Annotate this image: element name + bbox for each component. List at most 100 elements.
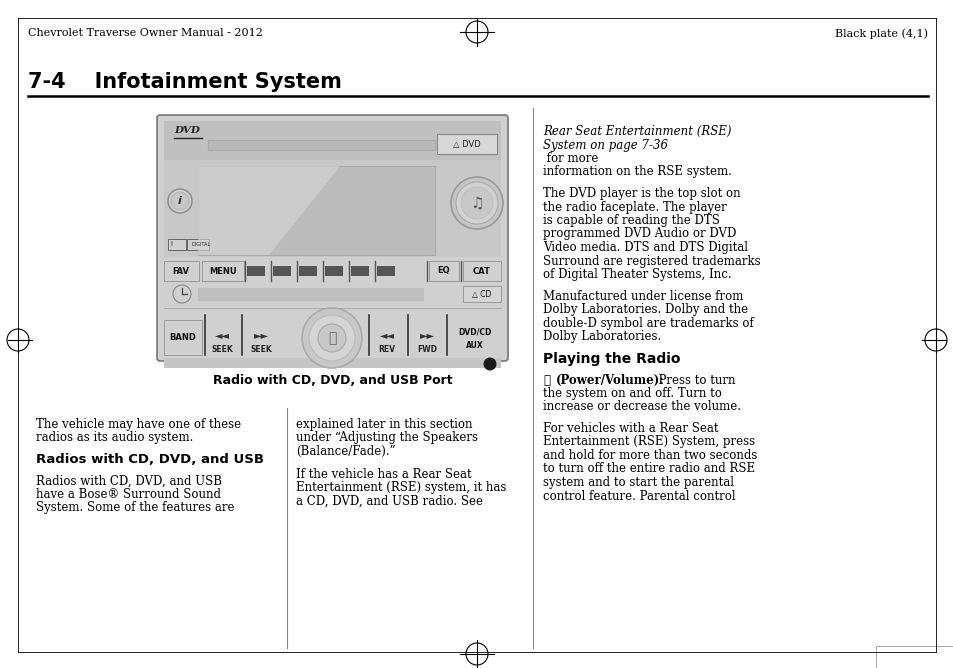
Text: Rear Seat Entertainment (RSE): Rear Seat Entertainment (RSE) [542,125,731,138]
Circle shape [171,192,189,210]
Text: have a Bose® Surround Sound: have a Bose® Surround Sound [36,488,221,501]
Bar [164,261,500,281]
Text: 7-4    Infotainment System: 7-4 Infotainment System [28,72,341,92]
Text: is capable of reading the DTS: is capable of reading the DTS [542,214,720,227]
Circle shape [168,189,192,213]
Text: DVD/CD: DVD/CD [457,327,491,337]
Circle shape [302,308,361,368]
Text: Press to turn: Press to turn [650,373,735,387]
Bar [351,266,369,276]
Bar [202,261,244,281]
Bar [875,646,953,668]
Text: (Balance/Fade).”: (Balance/Fade).” [295,445,395,458]
Text: Black plate (4,1): Black plate (4,1) [834,28,927,39]
Bar [164,160,500,257]
Bar [164,261,199,281]
Bar [198,288,422,300]
Text: under “Adjusting the Speakers: under “Adjusting the Speakers [295,432,477,444]
Text: AUX: AUX [466,341,483,351]
Text: to turn off the entire radio and RSE: to turn off the entire radio and RSE [542,462,755,476]
Text: If the vehicle has a Rear Seat: If the vehicle has a Rear Seat [295,468,471,480]
Bar [168,239,186,250]
Bar [298,266,316,276]
Text: Entertainment (RSE) System, press: Entertainment (RSE) System, press [542,436,755,448]
Circle shape [172,285,191,303]
Text: control feature. Parental control: control feature. Parental control [542,490,735,502]
Text: Dolby Laboratories.: Dolby Laboratories. [542,330,660,343]
Text: SEEK: SEEK [250,345,272,355]
Text: System. Some of the features are: System. Some of the features are [36,502,234,514]
Text: of Digital Theater Systems, Inc.: of Digital Theater Systems, Inc. [542,268,731,281]
Bar [273,266,291,276]
Bar [325,266,343,276]
Text: increase or decrease the volume.: increase or decrease the volume. [542,401,740,413]
Text: the radio faceplate. The player: the radio faceplate. The player [542,200,726,214]
Bar [462,286,500,302]
Text: system and to start the parental: system and to start the parental [542,476,733,489]
Circle shape [483,357,496,371]
Text: ►►: ►► [253,330,268,340]
Text: Radio with CD, DVD, and USB Port: Radio with CD, DVD, and USB Port [213,374,452,387]
Bar [208,140,435,150]
Text: ◄◄: ◄◄ [379,330,395,340]
Text: I: I [170,242,172,248]
Text: Dolby Laboratories. Dolby and the: Dolby Laboratories. Dolby and the [542,303,747,316]
Text: double-D symbol are trademarks of: double-D symbol are trademarks of [542,317,753,329]
Bar [436,134,497,154]
Text: Video media. DTS and DTS Digital: Video media. DTS and DTS Digital [542,241,747,254]
Text: The vehicle may have one of these: The vehicle may have one of these [36,418,241,431]
Bar [164,121,500,160]
Bar [247,266,265,276]
Text: System on page 7-36: System on page 7-36 [542,138,667,152]
Text: Chevrolet Traverse Owner Manual - 2012: Chevrolet Traverse Owner Manual - 2012 [28,28,263,38]
Text: Manufactured under license from: Manufactured under license from [542,289,742,303]
Text: DVD: DVD [173,126,200,135]
Text: Entertainment (RSE) system, it has: Entertainment (RSE) system, it has [295,481,506,494]
Text: CAT: CAT [473,267,491,275]
Text: information on the RSE system.: information on the RSE system. [542,166,731,178]
PathPatch shape [198,166,340,255]
Bar [187,239,209,250]
Text: DIGITAL: DIGITAL [192,242,211,247]
Bar [462,261,500,281]
Text: ⏻: ⏻ [542,373,550,387]
Text: explained later in this section: explained later in this section [295,418,472,431]
Bar [164,320,202,355]
Text: for more: for more [542,152,598,165]
Text: ►►: ►► [419,330,434,340]
Text: FAV: FAV [172,267,190,275]
Circle shape [451,177,502,229]
Text: SEEK: SEEK [211,345,233,355]
Text: and hold for more than two seconds: and hold for more than two seconds [542,449,757,462]
Text: △ DVD: △ DVD [453,140,480,148]
Bar [376,266,395,276]
Text: i: i [178,196,182,206]
Bar [198,166,435,255]
Text: For vehicles with a Rear Seat: For vehicles with a Rear Seat [542,422,718,435]
FancyBboxPatch shape [157,115,507,361]
Text: ◄◄: ◄◄ [214,330,230,340]
Circle shape [317,324,346,352]
Text: MENU: MENU [209,267,236,275]
Text: the system on and off. Turn to: the system on and off. Turn to [542,387,721,400]
Text: a CD, DVD, and USB radio. See: a CD, DVD, and USB radio. See [295,494,482,508]
Text: The DVD player is the top slot on: The DVD player is the top slot on [542,187,740,200]
Bar [164,310,500,360]
Bar [429,261,458,281]
Text: (Power/Volume):: (Power/Volume): [556,373,664,387]
Text: BAND: BAND [170,333,196,341]
Text: △ CD: △ CD [472,289,491,299]
Circle shape [309,315,355,361]
Circle shape [456,182,497,224]
Text: Playing the Radio: Playing the Radio [542,351,679,365]
Text: EQ: EQ [437,267,450,275]
Text: REV: REV [378,345,395,355]
Text: ⏻: ⏻ [328,331,335,345]
Text: Surround are registered trademarks: Surround are registered trademarks [542,255,760,267]
Text: programmed DVD Audio or DVD: programmed DVD Audio or DVD [542,228,736,240]
Text: FWD: FWD [416,345,436,355]
Text: radios as its audio system.: radios as its audio system. [36,432,193,444]
Bar [164,285,500,303]
Text: ♫: ♫ [470,196,483,210]
Text: Radios with CD, DVD, and USB: Radios with CD, DVD, and USB [36,453,264,466]
